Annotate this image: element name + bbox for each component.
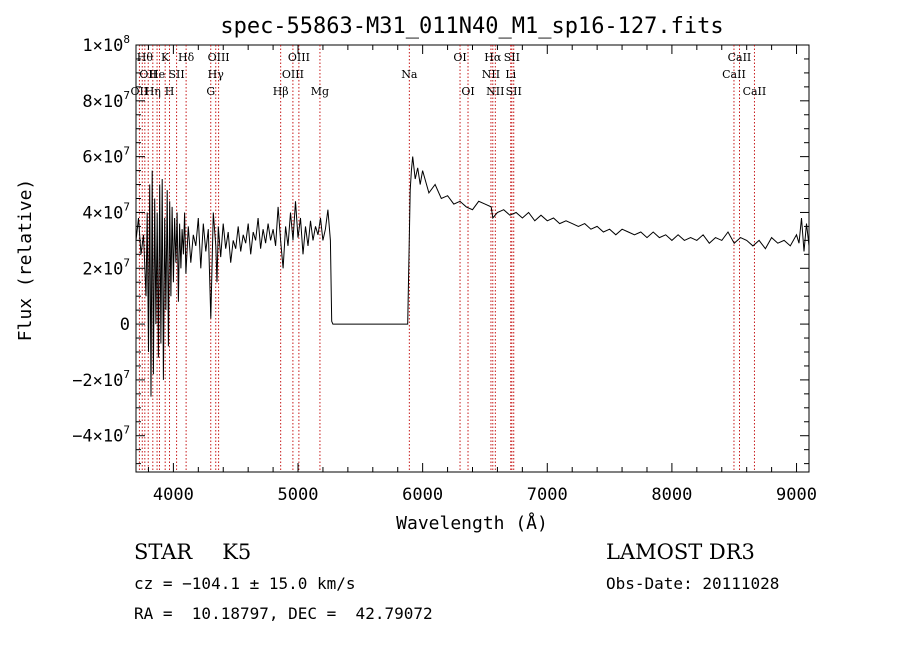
spectral-line-label: Hγ bbox=[208, 68, 225, 81]
spectrum-line bbox=[135, 156, 810, 397]
y-tick-label: 4×107 bbox=[82, 200, 130, 223]
spectral-line-label: Hθ bbox=[137, 51, 154, 64]
spectral-line-label: OI bbox=[461, 85, 474, 98]
chart-title: spec-55863-M31_011N40_M1_sp16-127.fits bbox=[220, 14, 723, 39]
spectral-line-label: NII bbox=[482, 68, 500, 81]
y-axis-ticks: −4×107 −2×107 0 2×107 4×107 6×107 8×107 1×108 bbox=[72, 33, 809, 465]
x-tick-label: 5000 bbox=[278, 485, 319, 505]
obs-date-text: Obs-Date: 20111028 bbox=[606, 574, 780, 593]
spectral-line-label: OII bbox=[139, 68, 157, 81]
y-tick-label: 1×108 bbox=[82, 33, 130, 56]
y-tick-label: 2×107 bbox=[82, 256, 130, 279]
x-axis-ticks: 4000 5000 6000 7000 8000 9000 bbox=[147, 45, 817, 505]
survey-label: LAMOST DR3 bbox=[606, 540, 755, 564]
spectral-line-label: OIII bbox=[288, 51, 310, 64]
spectral-line-label: SII bbox=[504, 51, 520, 64]
spectral-line-label: Mg bbox=[311, 85, 329, 98]
spectral-line-labels: OIIHθOIIHηHeKHSIIHδGHγOIIIHβOIIIOIIIMgNa… bbox=[131, 51, 767, 98]
x-tick-label: 8000 bbox=[651, 485, 692, 505]
spectral-line-label: OIII bbox=[282, 68, 304, 81]
spectral-line-label: NII bbox=[486, 85, 504, 98]
class-label: STAR bbox=[134, 540, 193, 564]
spectral-line-label: SII bbox=[169, 68, 185, 81]
x-axis-label: Wavelength (Å) bbox=[396, 512, 548, 534]
plot-frame bbox=[135, 44, 810, 473]
redshift-text: cz = −104.1 ± 15.0 km/s bbox=[134, 574, 356, 593]
x-tick-label: 9000 bbox=[776, 485, 817, 505]
spectral-line-label: Li bbox=[505, 68, 516, 81]
y-axis-label: Flux (relative) bbox=[15, 179, 36, 342]
spectral-line-label: Na bbox=[401, 68, 418, 81]
spectral-line-label: G bbox=[206, 85, 215, 98]
spectral-line-label: OIII bbox=[208, 51, 230, 64]
spectral-line-label: CaII bbox=[743, 85, 767, 98]
spectral-line-label: Hα bbox=[484, 51, 502, 64]
spectral-line-label: OII bbox=[131, 85, 149, 98]
spectral-line-label: Hβ bbox=[273, 85, 289, 98]
spectral-line-label: CaII bbox=[728, 51, 752, 64]
subclass-label: K5 bbox=[222, 540, 252, 564]
spectral-line-label: CaII bbox=[722, 68, 746, 81]
y-tick-label: 8×107 bbox=[82, 89, 130, 112]
spectral-line-label: H bbox=[165, 85, 175, 98]
spectral-line-label: OI bbox=[453, 51, 466, 64]
x-tick-label: 6000 bbox=[402, 485, 443, 505]
y-tick-label: −4×107 bbox=[72, 424, 130, 447]
y-tick-label: 0 bbox=[120, 315, 130, 335]
spectral-line-label: K bbox=[161, 51, 170, 64]
spectral-line-label: Hδ bbox=[178, 51, 195, 64]
x-tick-label: 4000 bbox=[153, 485, 194, 505]
spectral-line-label: Hη bbox=[145, 85, 161, 98]
coordinates-text: RA = 10.18797, DEC = 42.79072 bbox=[134, 604, 433, 623]
y-tick-label: −2×107 bbox=[72, 368, 130, 391]
object-class: STAR K5 bbox=[134, 540, 251, 564]
spectral-line-label: He bbox=[149, 68, 165, 81]
spectral-line-label: SII bbox=[506, 85, 522, 98]
x-tick-label: 7000 bbox=[527, 485, 568, 505]
y-tick-label: 6×107 bbox=[82, 145, 130, 168]
